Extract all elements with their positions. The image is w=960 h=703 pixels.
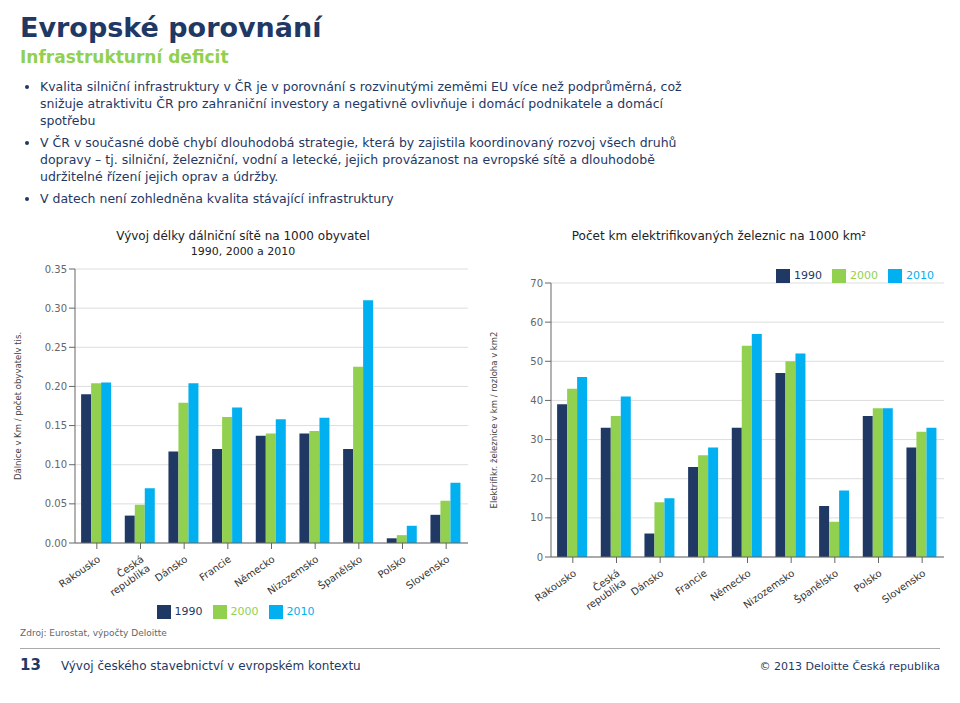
svg-text:40: 40 <box>530 395 543 406</box>
html-text:V ČR v současné době chybí dlo: V ČR v současné době chybí dlouhodobá st… <box>40 135 677 150</box>
svg-text:Elektrifikr. železnice v km /: Elektrifikr. železnice v km / rozloha v … <box>489 332 499 509</box>
html-text:V datech není zohledněna kvali: V datech není zohledněna kvalita stávají… <box>40 191 394 206</box>
html-text:udržitelné řízení jejich oprav: udržitelné řízení jejich oprav a údržby. <box>40 169 279 184</box>
svg-text:Nizozemsko: Nizozemsko <box>741 567 796 610</box>
svg-text:20: 20 <box>530 473 543 484</box>
svg-text:0.15: 0.15 <box>45 420 67 431</box>
svg-text:Dánsko: Dánsko <box>153 553 190 583</box>
svg-text:Českárepublika: Českárepublika <box>101 553 152 598</box>
svg-text:70: 70 <box>530 278 543 289</box>
svg-text:Slovensko: Slovensko <box>404 553 452 591</box>
html-text:Kvalita silniční infrastruktur: Kvalita silniční infrastruktury v ČR je … <box>40 79 682 94</box>
html-text:1990: 1990 <box>794 269 822 282</box>
html-text:2000: 2000 <box>230 605 259 618</box>
svg-text:Polsko: Polsko <box>852 567 884 594</box>
svg-text:Rakousko: Rakousko <box>533 567 578 603</box>
svg-text:0.25: 0.25 <box>45 342 67 353</box>
svg-text:Rakousko: Rakousko <box>57 553 102 589</box>
html-text:Vývoj českého stavebnictví v e: Vývoj českého stavebnictví v evropském k… <box>60 659 361 673</box>
html-text:2000: 2000 <box>850 269 878 282</box>
html-text:2010: 2010 <box>906 269 934 282</box>
svg-text:0: 0 <box>537 552 543 563</box>
html-text:dopravy – tj. silniční, železn: dopravy – tj. silniční, železniční, vodn… <box>40 152 655 167</box>
html-text:spotřebu: spotřebu <box>40 113 96 128</box>
html-text:13: 13 <box>20 656 41 674</box>
svg-text:30: 30 <box>530 434 543 445</box>
html-text:1990: 1990 <box>174 605 203 618</box>
svg-text:Dánsko: Dánsko <box>629 567 666 597</box>
svg-text:0.00: 0.00 <box>45 538 67 549</box>
svg-text:0.20: 0.20 <box>45 381 67 392</box>
svg-text:0.10: 0.10 <box>45 459 67 470</box>
svg-text:Dálnice v Km / počet obyvatelv: Dálnice v Km / počet obyvatelv tis. <box>13 332 23 480</box>
html-text:2010: 2010 <box>286 605 315 618</box>
svg-text:Francie: Francie <box>197 553 233 583</box>
svg-text:10: 10 <box>530 512 543 523</box>
svg-text:Nizozemsko: Nizozemsko <box>265 553 320 596</box>
svg-text:Španělsko: Španělsko <box>316 553 365 592</box>
svg-text:Českárepublika: Českárepublika <box>577 567 628 612</box>
html-text:Evropské porovnání: Evropské porovnání <box>20 12 322 43</box>
svg-text:0.05: 0.05 <box>45 498 67 509</box>
html-text:Infrastrukturní deficit: Infrastrukturní deficit <box>20 47 229 67</box>
html-text:Vývoj délky dálniční sítě na 1: Vývoj délky dálniční sítě na 1000 obyvat… <box>116 229 370 243</box>
svg-text:Německo: Německo <box>232 553 277 590</box>
svg-text:60: 60 <box>530 317 543 328</box>
html-text:Počet km elektrifikovaných žel: Počet km elektrifikovaných železnic na 1… <box>571 229 867 243</box>
html-text:1990, 2000 a 2010: 1990, 2000 a 2010 <box>190 245 296 258</box>
html-text:Zdroj: Eurostat, výpočty Deloi: Zdroj: Eurostat, výpočty Deloitte <box>20 628 167 638</box>
svg-text:Slovensko: Slovensko <box>880 567 928 605</box>
svg-text:0.35: 0.35 <box>45 264 67 275</box>
svg-text:50: 50 <box>530 356 543 367</box>
svg-text:0.30: 0.30 <box>45 303 67 314</box>
svg-text:Francie: Francie <box>673 567 709 597</box>
html-text:snižuje atraktivitu ČR pro zah: snižuje atraktivitu ČR pro zahraniční in… <box>40 96 664 111</box>
svg-text:Španělsko: Španělsko <box>792 567 841 606</box>
svg-text:Polsko: Polsko <box>376 553 408 580</box>
svg-text:Německo: Německo <box>708 567 753 604</box>
html-text:© 2013 Deloitte Česká republik: © 2013 Deloitte Česká republika <box>759 660 940 673</box>
